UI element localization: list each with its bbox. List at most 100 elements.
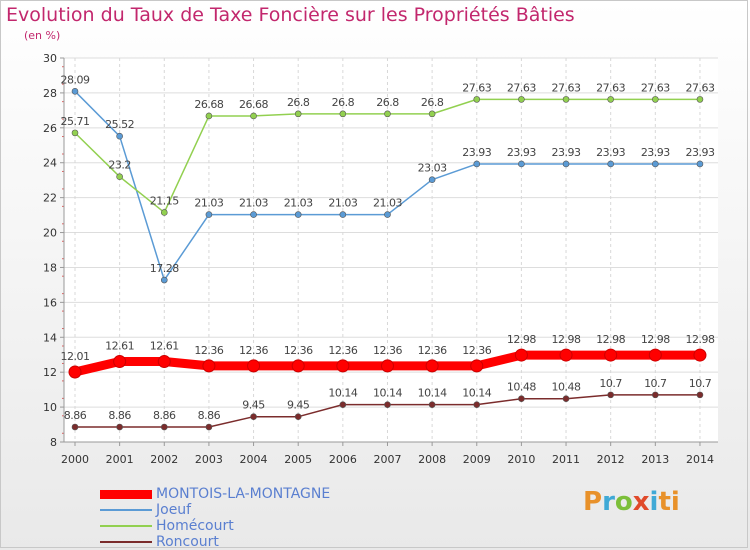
data-label: 10.7 — [599, 377, 622, 390]
legend-item-roncourt: Roncourt — [100, 534, 330, 550]
legend-swatch-joeuf — [100, 509, 152, 511]
data-label: 8.86 — [64, 409, 87, 422]
x-tick-label: 2006 — [329, 453, 357, 466]
logo-letter: o — [614, 487, 633, 517]
data-point — [604, 348, 618, 362]
legend-swatch-homecourt — [100, 525, 152, 527]
data-point — [384, 401, 391, 408]
data-label: 12.01 — [61, 350, 90, 363]
x-tick-label: 2004 — [240, 453, 268, 466]
data-point — [294, 110, 302, 118]
data-label: 12.36 — [462, 344, 491, 357]
data-label: 21.03 — [239, 197, 268, 210]
x-tick-label: 2008 — [418, 453, 446, 466]
y-tick-label: 26 — [43, 122, 57, 135]
data-point — [116, 173, 123, 180]
data-label: 12.61 — [105, 340, 134, 353]
data-label: 23.93 — [462, 146, 491, 159]
data-label: 10.48 — [507, 381, 536, 394]
data-label: 21.15 — [150, 194, 179, 207]
data-point — [291, 359, 305, 373]
data-point — [470, 359, 484, 373]
data-point — [71, 129, 79, 137]
data-label: 8.86 — [153, 409, 176, 422]
x-tick-label: 2010 — [507, 453, 535, 466]
data-label: 10.7 — [644, 377, 667, 390]
data-point — [116, 423, 123, 431]
data-point — [250, 211, 257, 218]
data-label: 21.03 — [373, 197, 402, 210]
data-label: 9.45 — [287, 399, 310, 412]
data-label: 12.36 — [328, 344, 357, 357]
data-point — [473, 96, 481, 103]
x-tick-label: 2007 — [373, 453, 401, 466]
y-tick-label: 18 — [43, 261, 57, 274]
data-label: 27.63 — [552, 81, 581, 94]
data-point — [652, 96, 659, 103]
data-label: 23.2 — [108, 159, 131, 172]
data-label: 9.45 — [242, 399, 265, 412]
data-label: 27.63 — [596, 81, 625, 94]
y-tick-label: 22 — [43, 192, 57, 205]
data-point — [71, 88, 79, 95]
data-point — [116, 132, 123, 140]
data-label: 8.86 — [198, 409, 221, 422]
legend-item-montois: MONTOIS-LA-MONTAGNE — [100, 486, 330, 502]
y-tick-label: 16 — [43, 296, 57, 309]
data-label: 25.71 — [61, 115, 90, 128]
x-tick-label: 2009 — [463, 453, 491, 466]
legend-swatch-montois — [100, 489, 152, 499]
data-label: 12.61 — [150, 340, 179, 353]
x-tick-label: 2014 — [686, 453, 714, 466]
data-point — [428, 110, 436, 118]
data-point — [518, 395, 525, 403]
legend-item-homecourt: Homécourt — [100, 518, 330, 534]
data-point — [607, 391, 614, 399]
x-tick-label: 2001 — [106, 453, 134, 466]
legend-item-joeuf: Joeuf — [100, 502, 330, 518]
data-point — [693, 348, 707, 362]
logo-letter: x — [632, 487, 650, 517]
data-point — [339, 211, 347, 218]
data-label: 26.8 — [376, 96, 399, 109]
data-point — [205, 423, 213, 431]
data-point — [384, 110, 391, 118]
y-tick-label: 14 — [43, 331, 57, 344]
y-tick-label: 12 — [43, 366, 57, 379]
data-label: 27.63 — [462, 81, 491, 94]
data-point — [428, 401, 436, 408]
y-tick-label: 30 — [43, 52, 57, 65]
data-point — [473, 401, 481, 408]
data-point — [696, 391, 704, 399]
data-label: 17.28 — [150, 262, 179, 275]
data-point — [160, 423, 168, 431]
x-tick-label: 2011 — [552, 453, 580, 466]
x-tick-label: 2012 — [597, 453, 625, 466]
data-point — [428, 176, 436, 183]
data-point — [473, 160, 481, 168]
y-axis-unit-label: (en %) — [24, 29, 61, 42]
data-point — [562, 395, 570, 403]
data-point — [113, 355, 127, 369]
y-tick-label: 8 — [50, 436, 57, 449]
x-tick-label: 2003 — [195, 453, 223, 466]
data-point — [652, 160, 659, 168]
x-tick-label: 2000 — [61, 453, 89, 466]
chart-title: Evolution du Taux de Taxe Foncière sur l… — [6, 4, 575, 26]
data-point — [380, 359, 394, 373]
data-label: 12.36 — [239, 344, 268, 357]
data-label: 23.93 — [552, 146, 581, 159]
data-point — [425, 359, 439, 373]
legend-label-roncourt: Roncourt — [156, 534, 219, 550]
data-label: 23.93 — [507, 146, 536, 159]
data-point — [559, 348, 573, 362]
data-point — [160, 209, 168, 216]
legend-label-joeuf: Joeuf — [156, 502, 192, 518]
data-label: 12.36 — [373, 344, 402, 357]
data-point — [157, 355, 171, 369]
data-point — [336, 359, 350, 373]
data-label: 23.93 — [685, 146, 714, 159]
data-point — [294, 211, 302, 218]
data-point — [696, 160, 704, 168]
